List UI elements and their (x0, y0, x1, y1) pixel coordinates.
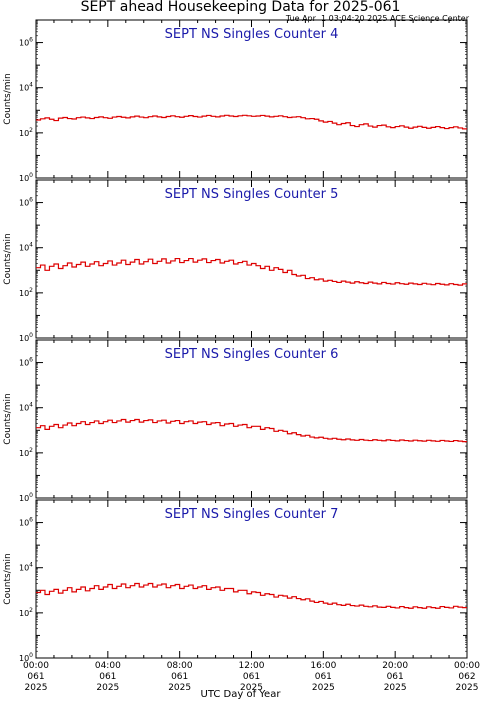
y-tick-label: 104 (19, 82, 33, 93)
panel-title: SEPT NS Singles Counter 4 (165, 27, 339, 42)
y-tick-label: 102 (19, 607, 33, 618)
x-tick-label: 12:00 (239, 661, 265, 671)
x-tick-labels: 00:00061202504:00061202508:00061202512:0… (23, 661, 480, 693)
x-tick-label: 061 (99, 672, 116, 682)
y-tick-label: 102 (19, 127, 33, 138)
x-tick-label: 061 (171, 672, 188, 682)
x-tick-label: 00:00 (454, 661, 480, 671)
x-tick-label: 2025 (25, 683, 48, 693)
y-tick-label: 106 (19, 517, 33, 528)
panel-3: 100 102 104 106 Counts/min SEPT NS Singles Co… (3, 339, 468, 503)
y-tick-label: 100 (19, 492, 33, 503)
x-axis-label: UTC Day of Year (200, 689, 281, 700)
x-tick-label: 2025 (168, 683, 191, 693)
panel-frame (35, 339, 468, 499)
timestamp: Tue Apr 1 03:04:20 2025 ACE Science Cent… (285, 14, 469, 23)
x-tick-label: 16:00 (310, 661, 336, 671)
y-tick-label: 106 (19, 37, 33, 48)
x-tick-label: 061 (27, 672, 44, 682)
y-tick-label: 106 (19, 357, 33, 368)
x-tick-label: 061 (243, 672, 260, 682)
y-tick-label: 104 (19, 242, 33, 253)
figure-title: SEPT ahead Housekeeping Data for 2025-06… (80, 0, 401, 15)
y-axis-label: Counts/min (3, 233, 13, 284)
x-tick-label: 062 (458, 672, 475, 682)
y-axis-label: Counts/min (3, 553, 13, 604)
panel-title: SEPT NS Singles Counter 6 (165, 347, 339, 362)
panel-title: SEPT NS Singles Counter 7 (165, 507, 339, 522)
panel-1: 100 102 104 106 Counts/min SEPT NS Singles Co… (3, 19, 468, 183)
x-tick-label: 2025 (384, 683, 407, 693)
x-tick-label: 20:00 (382, 661, 408, 671)
series-line (36, 582, 467, 609)
panel-frame (35, 19, 468, 179)
y-axis-label: Counts/min (3, 393, 13, 444)
panel-frame (35, 179, 468, 339)
x-tick-label: 00:00 (23, 661, 49, 671)
y-tick-label: 106 (19, 197, 33, 208)
panel-title: SEPT NS Singles Counter 5 (165, 187, 339, 202)
x-tick-label: 2025 (456, 683, 479, 693)
x-tick-label: 2025 (312, 683, 335, 693)
y-tick-label: 100 (19, 172, 33, 183)
y-tick-label: 104 (19, 402, 33, 413)
y-tick-label: 100 (19, 652, 33, 663)
panel-frame (35, 499, 468, 659)
y-tick-label: 102 (19, 287, 33, 298)
panel-4: 100 102 104 106 Counts/min SEPT NS Singles Co… (3, 499, 468, 663)
x-tick-label: 2025 (240, 683, 263, 693)
x-tick-label: 061 (387, 672, 404, 682)
series-line (36, 418, 467, 443)
x-tick-label: 04:00 (95, 661, 121, 671)
series-line (36, 257, 467, 286)
x-tick-label: 061 (315, 672, 332, 682)
x-tick-label: 2025 (96, 683, 119, 693)
panel-2: 100 102 104 106 Counts/min SEPT NS Singles Co… (3, 179, 468, 343)
y-axis-label: Counts/min (3, 73, 13, 124)
y-tick-label: 100 (19, 332, 33, 343)
y-tick-label: 102 (19, 447, 33, 458)
x-tick-label: 08:00 (167, 661, 193, 671)
y-tick-label: 104 (19, 562, 33, 573)
series-line (36, 114, 467, 130)
